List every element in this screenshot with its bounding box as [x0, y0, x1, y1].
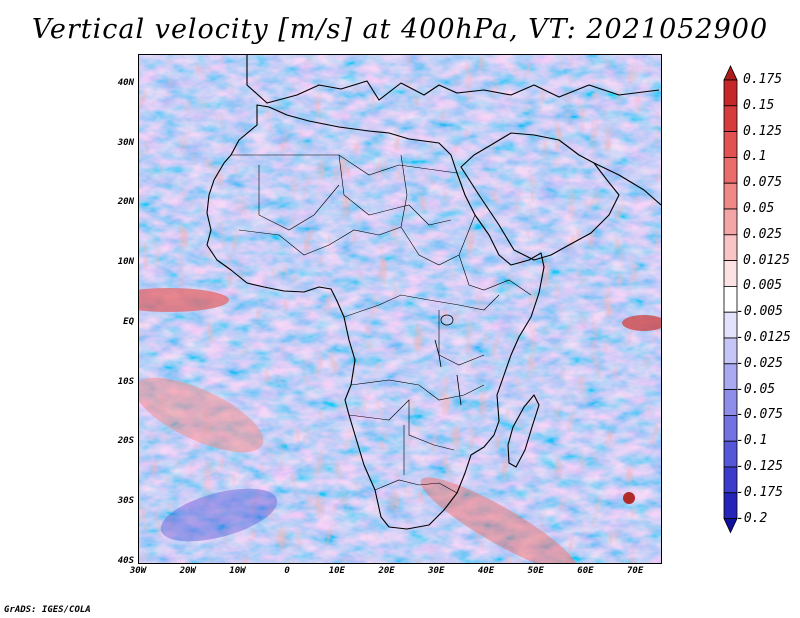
- colorbar-top-arrow: [723, 65, 738, 81]
- map-title: Vertical velocity [m/s] at 400hPa, VT: 2…: [31, 14, 769, 45]
- lon-tick-label: 30W: [129, 566, 147, 576]
- lon-tick-label: 40E: [477, 566, 495, 576]
- coastlines: [206, 55, 661, 530]
- southeast-red-dot: [623, 492, 635, 504]
- europe-coastline: [246, 55, 660, 104]
- southwest-blue-patch: [160, 488, 278, 542]
- colorbar-level-label: 0.0125: [743, 252, 790, 268]
- colorbar-level-label: -0.2: [736, 510, 768, 526]
- colorbar-segment: [723, 105, 738, 133]
- colorbar-level-label: 0.075: [743, 175, 783, 191]
- border: [374, 479, 458, 494]
- colorbar-level-label: 0.1: [743, 149, 767, 165]
- lon-tick-label: 20E: [378, 566, 395, 576]
- lat-tick-label: 20S: [117, 436, 134, 447]
- grads-credit: GrADS: IGES/COLA: [4, 605, 91, 615]
- colorbar-level-label: 0.125: [743, 123, 783, 139]
- colorbar-level-label: 0.025: [743, 226, 783, 242]
- map-plot-area: [138, 54, 662, 564]
- border: [350, 379, 485, 401]
- lon-tick-label: 0: [284, 566, 290, 576]
- lon-tick-label: 20W: [179, 566, 196, 576]
- southwest-red-band: [139, 377, 264, 453]
- colorbar-segment: [723, 79, 738, 107]
- colorbar-level-label: 0.15: [743, 97, 775, 113]
- lat-tick-label: EQ: [123, 316, 134, 327]
- lat-tick-label: 10S: [117, 376, 134, 387]
- colorbar-level-label: -0.1: [736, 433, 768, 449]
- colorbar-segment: [723, 156, 738, 184]
- colorbar-segment: [723, 208, 738, 236]
- lon-tick-label: 60E: [577, 566, 594, 576]
- lon-tick-label: 10W: [229, 566, 246, 576]
- colorbar-segment: [723, 182, 738, 210]
- colorbar-level-label: 0.005: [743, 278, 783, 294]
- colorbar-level-label: -0.125: [736, 459, 783, 474]
- colorbar-level-label: -0.175: [736, 484, 783, 500]
- madagascar-coastline: [507, 394, 540, 468]
- lake-malawi: [456, 374, 462, 406]
- velocity-map: [139, 55, 661, 563]
- southeast-red-band: [420, 477, 578, 563]
- colorbar-segment: [723, 131, 738, 158]
- border: [348, 399, 455, 451]
- colorbar-level-label: 0.05: [743, 201, 775, 216]
- lon-tick-label: 30E: [428, 566, 445, 576]
- lon-tick-label: 10E: [328, 566, 345, 576]
- border: [438, 310, 485, 366]
- lat-tick-label: 40N: [117, 77, 134, 88]
- lake-victoria: [440, 314, 454, 326]
- colorbar-level-label: 0.175: [743, 72, 783, 87]
- lon-tick-label: 50E: [527, 566, 544, 576]
- border: [458, 254, 532, 296]
- border: [258, 165, 340, 231]
- colorbar-segment: [723, 260, 738, 287]
- arabia-coastline: [460, 132, 620, 261]
- border: [231, 154, 458, 176]
- lakes: [434, 314, 462, 406]
- africa-coastline: [206, 104, 545, 530]
- field-red-streaks: [139, 55, 661, 563]
- east-equatorial-red-patch: [622, 315, 661, 331]
- lat-tick-label: 30S: [117, 496, 134, 507]
- colorbar-level-label: -0.0125: [736, 330, 791, 345]
- persia-coastline: [593, 162, 661, 206]
- lon-tick-label: 70E: [627, 566, 644, 576]
- border: [338, 154, 452, 226]
- lat-tick-label: 30N: [117, 137, 134, 148]
- country-borders: [231, 154, 532, 494]
- colorbar-level-label: -0.025: [736, 355, 783, 371]
- lake-tanganyika: [434, 339, 442, 368]
- border: [238, 226, 402, 256]
- lat-tick-label: 20N: [117, 197, 134, 208]
- border: [343, 294, 500, 318]
- colorbar-level-label: -0.005: [736, 304, 783, 320]
- colorbar-level-label: -0.05: [736, 381, 776, 397]
- colorbar-level-label: -0.075: [736, 407, 783, 423]
- lat-tick-label: 40S: [117, 556, 134, 566]
- equatorial-red-band: [139, 288, 229, 312]
- lat-tick-label: 10N: [117, 257, 134, 268]
- colorbar-segment: [723, 234, 738, 262]
